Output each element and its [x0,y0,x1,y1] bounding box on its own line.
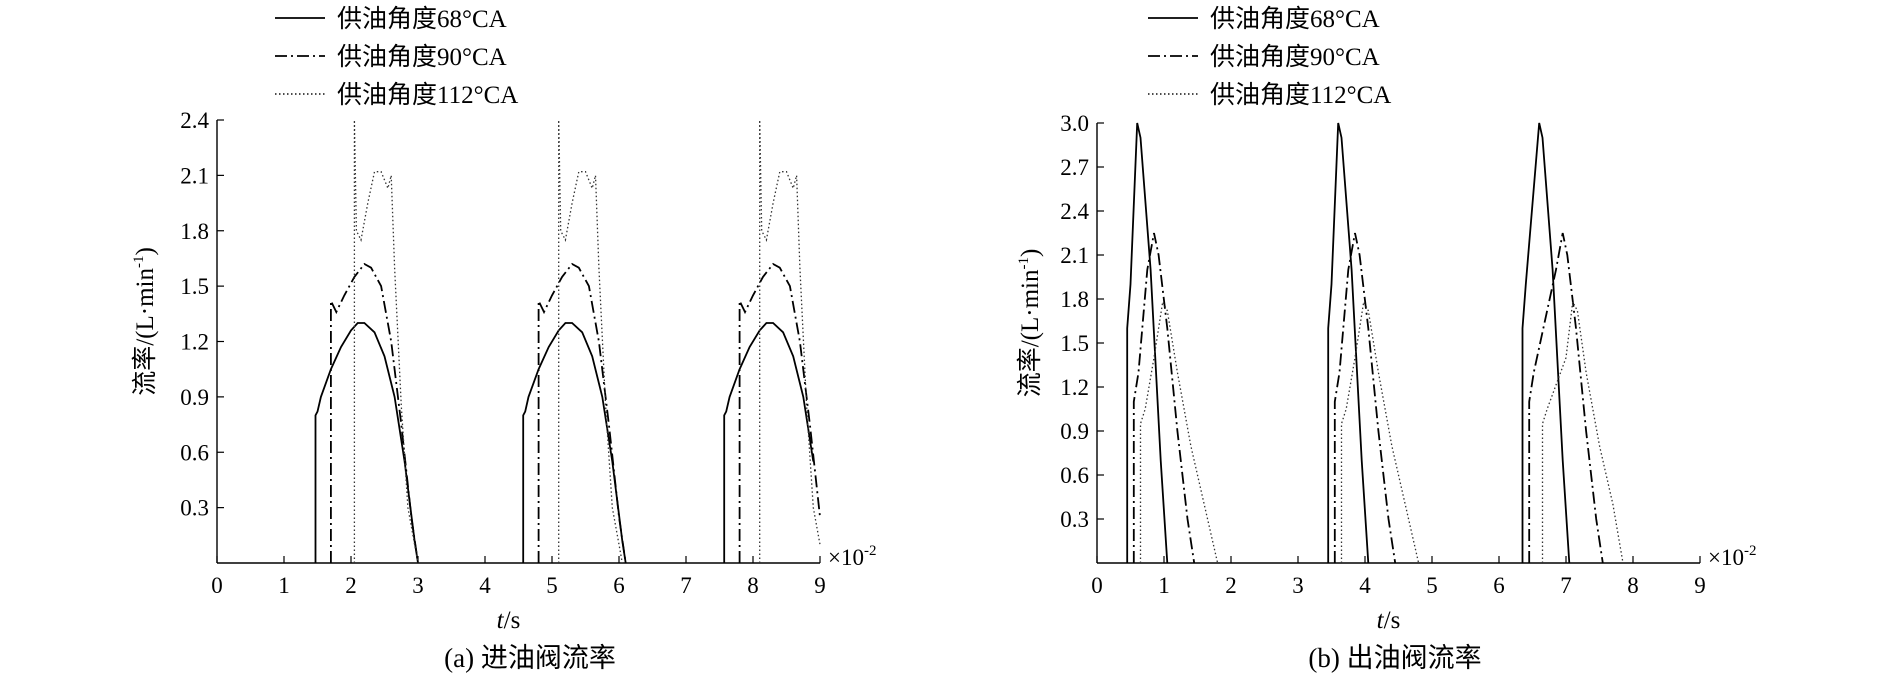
chart-b-series-line [1139,299,1219,564]
chart-b-series-line [1327,122,1370,564]
chart-b-x-tick-label: 5 [1426,573,1438,598]
chart-b-series-line [1528,232,1604,564]
chart-a-series-line [537,262,627,564]
chart-a-y-tick-label: 1.8 [180,219,209,244]
chart-a-x-label: t/s [497,607,521,634]
chart-b-x-tick-label: 9 [1694,573,1706,598]
chart-a-y-tick-label: 1.2 [180,330,209,355]
chart-a-y-label: 流率/(L·min-1) [131,247,159,396]
chart-b-series-2 [1132,232,1604,564]
chart-b-y-tick-label: 1.2 [1060,375,1089,400]
chart-a-series-3 [353,119,821,564]
chart-a-x-tick-label: 3 [412,573,424,598]
chart-b-series-line [1340,299,1420,564]
chart-b-x-tick-label: 6 [1493,573,1505,598]
chart-a-series-line [522,322,627,564]
chart-b-x-tick-label: 7 [1560,573,1572,598]
chart-b-series-3 [1139,299,1624,564]
chart-b-caption: (b) 出油阀流率 [1308,643,1481,673]
chart-b-y-tick-label: 1.8 [1060,287,1089,312]
chart-b-y-label: 流率/(L·min-1) [1016,249,1044,398]
chart-a-series-line [558,119,623,564]
chart-a-x-multiplier: ×10-2 [828,543,876,570]
chart-a-series-line [723,322,815,563]
chart-b-y-tick-label: 2.7 [1060,155,1089,180]
chart-outlet-valve-flow: 0 1 2 3 4 5 6 7 8 9 0.3 0.6 0.9 1.2 1.5 1.8 2.1 2.4 2.7 3.0… [1016,5,1756,673]
chart-b-x-tick-label: 8 [1627,573,1639,598]
chart-b-y-tick-label: 1.5 [1060,331,1089,356]
chart-a-x-tick-label: 5 [546,573,558,598]
chart-b-series-line [1126,122,1169,564]
chart-b-series-line [1132,232,1196,564]
chart-b-legend-label: 供油角度112°CA [1210,81,1391,109]
chart-b-legend-label: 供油角度90°CA [1210,43,1380,71]
chart-a-caption: (a) 进油阀流率 [444,643,616,673]
chart-b-y-tick-label: 2.4 [1060,199,1089,224]
chart-a-y-tick-label: 2.1 [180,163,209,188]
chart-a-series-line [738,262,821,563]
chart-inlet-valve-flow: 0 1 2 3 4 5 6 7 8 9 0.3 0.6 0.9 1.2 1.5 1.8 2.1 2.4 ×10-2 t… [131,5,876,673]
chart-a-x-tick-label: 0 [211,573,223,598]
chart-a-y-tick-label: 0.3 [180,496,209,521]
chart-b-x-tick-label: 4 [1359,573,1371,598]
chart-a-series-1 [314,322,815,564]
chart-b-y-tick-label: 0.6 [1060,463,1089,488]
chart-b-x-multiplier: ×10-2 [1708,543,1756,570]
chart-a-legend-label: 供油角度112°CA [337,81,518,109]
chart-b-series-1 [1126,122,1571,564]
chart-a-x-tick-label: 2 [345,573,357,598]
chart-a-legend-label: 供油角度90°CA [337,43,507,71]
chart-a-y-tick-label: 1.5 [180,274,209,299]
chart-a-y-tick-label: 2.4 [180,108,209,133]
chart-a-series-2 [329,262,821,564]
chart-b-x-tick-label: 2 [1225,573,1237,598]
chart-b-y-tick-label: 3.0 [1060,111,1089,136]
chart-b-series-line [1333,232,1397,564]
chart-b-x-tick-label: 1 [1158,573,1170,598]
chart-a-x-tick-label: 9 [814,573,826,598]
chart-b-series-line [1521,122,1571,564]
chart-b-series-line [1541,299,1624,564]
chart-a-legend-label: 供油角度68°CA [337,5,507,33]
chart-a-x-tick-label: 8 [747,573,759,598]
chart-b-y-tick-label: 0.9 [1060,419,1089,444]
chart-a-series-line [329,262,419,564]
chart-a-y-tick-label: 0.9 [180,385,209,410]
chart-a-x-tick-label: 4 [479,573,491,598]
chart-b-y-tick-label: 2.1 [1060,243,1089,268]
chart-b-x-tick-label: 0 [1091,573,1103,598]
chart-b-x-label: t/s [1377,607,1401,634]
chart-a-x-tick-label: 1 [278,573,290,598]
chart-b-y-tick-label: 0.3 [1060,507,1089,532]
chart-a-series-line [314,322,419,564]
chart-a-series-line [759,119,821,563]
chart-a-series-line [353,119,419,564]
chart-a-x-tick-label: 7 [680,573,692,598]
chart-b-x-tick-label: 3 [1292,573,1304,598]
chart-a-x-tick-label: 6 [613,573,625,598]
chart-b-legend-label: 供油角度68°CA [1210,5,1380,33]
chart-a-y-tick-label: 0.6 [180,440,209,465]
